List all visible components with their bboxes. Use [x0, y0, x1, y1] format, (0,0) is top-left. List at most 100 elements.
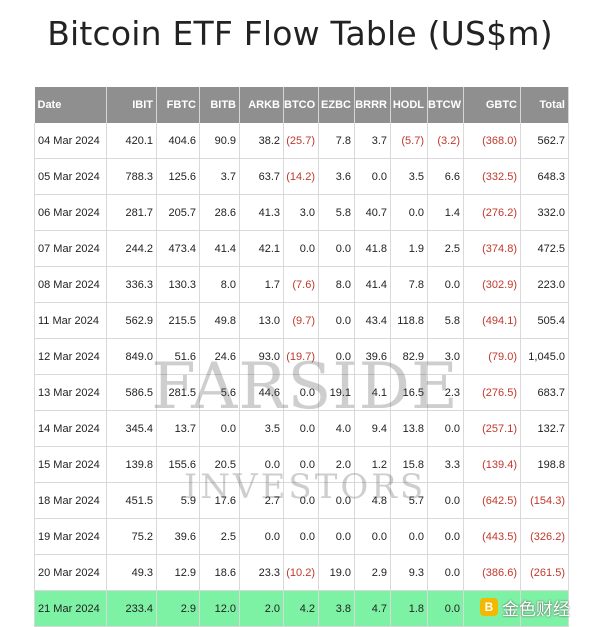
flow-cell-gbtc: (332.5): [463, 158, 521, 195]
flow-cell-gbtc: (443.5): [463, 518, 521, 555]
flow-cell-total: [520, 590, 569, 627]
table-row: 21 Mar 2024 233.4 2.9 12.0 2.0 4.2 3.8 4.7 1.8 0.…: [34, 590, 569, 627]
flow-cell-gbtc: (276.5): [463, 374, 521, 411]
flow-cell-btcw: 3.0: [427, 338, 464, 375]
table-row: 12 Mar 2024 849.0 51.6 24.6 93.0 (19.7) 0.0 39.…: [34, 338, 569, 375]
table-row: 13 Mar 2024 586.5 281.5 5.6 44.6 0.0 19.1 4.1 16…: [34, 374, 569, 411]
flow-cell-ezbc: 3.8: [318, 590, 355, 627]
flow-cell-btcw: 2.5: [427, 230, 464, 267]
flow-cell-ezbc: 19.0: [318, 554, 355, 591]
flow-cell-fbtc: 12.9: [156, 554, 200, 591]
flow-cell-arkb: 13.0: [239, 302, 284, 339]
flow-cell-ibit: 75.2: [106, 518, 157, 555]
flow-cell-gbtc: (368.0): [463, 123, 521, 159]
table-row: 06 Mar 2024 281.7 205.7 28.6 41.3 3.0 5.8 40.7 0…: [34, 194, 569, 231]
table-row: 05 Mar 2024 788.3 125.6 3.7 63.7 (14.2) 3.6 0.0…: [34, 158, 569, 195]
flow-cell-brrr: 2.9: [354, 554, 391, 591]
flow-cell-ibit: 336.3: [106, 266, 157, 303]
table-row: 15 Mar 2024 139.8 155.6 20.5 0.0 0.0 2.0 1.2 15.…: [34, 446, 569, 483]
flow-cell-ibit: 788.3: [106, 158, 157, 195]
flow-cell-fbtc: 39.6: [156, 518, 200, 555]
flow-cell-brrr: 43.4: [354, 302, 391, 339]
flow-cell-bitb: 3.7: [199, 158, 240, 195]
column-header-date: Date: [34, 87, 107, 123]
flow-cell-total: 198.8: [520, 446, 569, 483]
flow-cell-btcw: 2.3: [427, 374, 464, 411]
flow-cell-ezbc: 3.6: [318, 158, 355, 195]
column-header-hodl: HODL: [390, 87, 428, 123]
table-row: 14 Mar 2024 345.4 13.7 0.0 3.5 0.0 4.0 9.4 13.8 0…: [34, 410, 569, 447]
flow-cell-gbtc: (642.5): [463, 482, 521, 519]
column-header-btcw: BTCW: [427, 87, 464, 123]
flow-cell-fbtc: 51.6: [156, 338, 200, 375]
column-header-total: Total: [520, 87, 569, 123]
flow-cell-brrr: 4.7: [354, 590, 391, 627]
source-badge-text: 金色财经: [502, 599, 570, 620]
flow-cell-ibit: 586.5: [106, 374, 157, 411]
flow-cell-ibit: 49.3: [106, 554, 157, 591]
flow-cell-arkb: 0.0: [239, 446, 284, 483]
date-cell: 11 Mar 2024: [34, 302, 107, 339]
flow-cell-fbtc: 473.4: [156, 230, 200, 267]
flow-cell-gbtc: (494.1): [463, 302, 521, 339]
flow-cell-btcw: 0.0: [427, 482, 464, 519]
flow-cell-hodl: (5.7): [390, 123, 428, 159]
flow-cell-brrr: 39.6: [354, 338, 391, 375]
flow-cell-btco: 0.0: [283, 410, 319, 447]
flow-cell-fbtc: 130.3: [156, 266, 200, 303]
flow-cell-btco: 0.0: [283, 230, 319, 267]
flow-cell-hodl: 13.8: [390, 410, 428, 447]
column-header-brrr: BRRR: [354, 87, 391, 123]
flow-cell-ezbc: 0.0: [318, 518, 355, 555]
date-cell: 13 Mar 2024: [34, 374, 107, 411]
column-header-arkb: ARKB: [239, 87, 284, 123]
flow-cell-total: (261.5): [520, 554, 569, 591]
flow-cell-ibit: 420.1: [106, 123, 157, 159]
table-row: 08 Mar 2024 336.3 130.3 8.0 1.7 (7.6) 8.0 41.4 7…: [34, 266, 569, 303]
flow-cell-btcw: 0.0: [427, 518, 464, 555]
column-header-gbtc: GBTC: [463, 87, 521, 123]
flow-cell-arkb: 41.3: [239, 194, 284, 231]
table-row: 07 Mar 2024 244.2 473.4 41.4 42.1 0.0 0.0 41.8 1…: [34, 230, 569, 267]
flow-cell-btco: 0.0: [283, 446, 319, 483]
flow-cell-fbtc: 215.5: [156, 302, 200, 339]
flow-cell-btco: 4.2: [283, 590, 319, 627]
flow-cell-arkb: 44.6: [239, 374, 284, 411]
flow-cell-gbtc: (139.4): [463, 446, 521, 483]
flow-cell-ibit: 849.0: [106, 338, 157, 375]
date-cell: 19 Mar 2024: [34, 518, 107, 555]
flow-cell-arkb: 0.0: [239, 518, 284, 555]
flow-cell-ezbc: 2.0: [318, 446, 355, 483]
flow-cell-btcw: 0.0: [427, 554, 464, 591]
flow-cell-hodl: 0.0: [390, 194, 428, 231]
flow-cell-brrr: 9.4: [354, 410, 391, 447]
flow-cell-total: 1,045.0: [520, 338, 569, 375]
flow-cell-brrr: 40.7: [354, 194, 391, 231]
flow-cell-hodl: 1.9: [390, 230, 428, 267]
flow-cell-btcw: 0.0: [427, 266, 464, 303]
flow-cell-total: 472.5: [520, 230, 569, 267]
flow-cell-total: (154.3): [520, 482, 569, 519]
flow-cell-btcw: 5.8: [427, 302, 464, 339]
column-header-ibit: IBIT: [106, 87, 157, 123]
flow-cell-arkb: 63.7: [239, 158, 284, 195]
table-header-row: Date IBIT FBTC BITB ARKB BTCO EZBC BRRR HODL BTCW…: [34, 87, 569, 123]
flow-cell-ezbc: 0.0: [318, 482, 355, 519]
flow-cell-fbtc: 5.9: [156, 482, 200, 519]
flow-cell-ibit: 139.8: [106, 446, 157, 483]
flow-cell-brrr: 0.0: [354, 518, 391, 555]
flow-cell-gbtc: (79.0): [463, 338, 521, 375]
flow-cell-total: 223.0: [520, 266, 569, 303]
flow-cell-hodl: 82.9: [390, 338, 428, 375]
flow-cell-ibit: 451.5: [106, 482, 157, 519]
flow-cell-btco: (7.6): [283, 266, 319, 303]
flow-cell-bitb: 18.6: [199, 554, 240, 591]
flow-cell-total: 562.7: [520, 123, 569, 159]
flow-cell-btcw: 0.0: [427, 410, 464, 447]
etf-flow-table: Date IBIT FBTC BITB ARKB BTCO EZBC BRRR HODL BTCW…: [34, 87, 569, 627]
flow-cell-btco: (19.7): [283, 338, 319, 375]
flow-cell-bitb: 28.6: [199, 194, 240, 231]
flow-cell-btcw: 1.4: [427, 194, 464, 231]
flow-cell-fbtc: 205.7: [156, 194, 200, 231]
flow-cell-btco: (25.7): [283, 123, 319, 159]
